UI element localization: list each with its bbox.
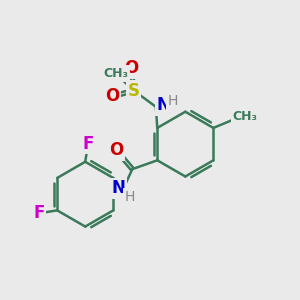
Text: O: O: [124, 59, 138, 77]
Text: N: N: [156, 96, 170, 114]
Text: N: N: [111, 179, 125, 197]
Text: H: H: [124, 190, 135, 203]
Text: CH₃: CH₃: [232, 110, 257, 123]
Text: S: S: [128, 82, 140, 100]
Text: F: F: [82, 134, 94, 152]
Text: H: H: [168, 94, 178, 108]
Text: CH₃: CH₃: [103, 67, 128, 80]
Text: F: F: [33, 204, 45, 222]
Text: O: O: [105, 87, 120, 105]
Text: O: O: [109, 141, 123, 159]
